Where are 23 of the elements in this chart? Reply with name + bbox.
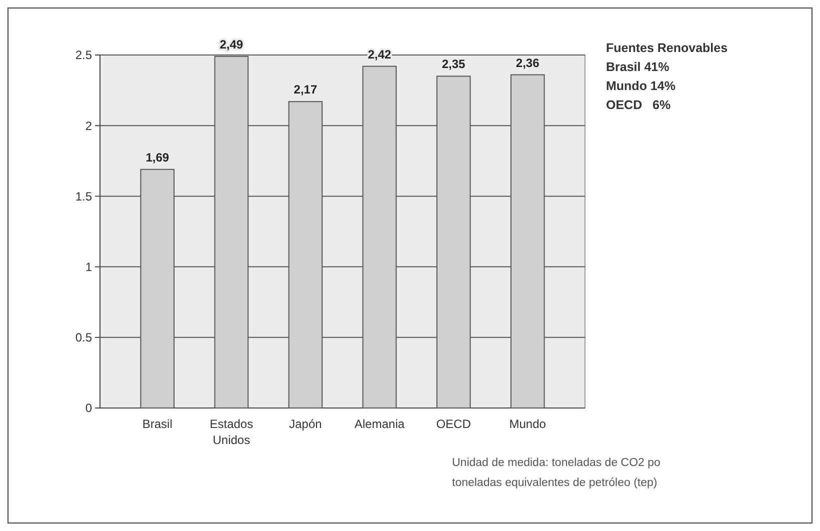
- text: OECD 6%: [606, 98, 671, 112]
- y-tick-label: 0: [85, 401, 92, 416]
- data-label: 2,49: [220, 37, 244, 52]
- data-label: 2,35: [442, 57, 466, 72]
- x-tick-label: Brasil: [142, 417, 172, 431]
- x-tick-label: Mundo: [509, 417, 546, 431]
- text: Mundo 14%: [606, 79, 676, 93]
- y-tick-label: 2: [85, 118, 92, 133]
- data-label: 1,69: [146, 150, 170, 164]
- y-tick-label: 1: [85, 260, 92, 274]
- y-tick-label: 2.5: [75, 48, 92, 62]
- y-tick-label: 1.5: [75, 189, 92, 204]
- data-label: 2,17: [294, 82, 318, 97]
- text: toneladas equivalentes de petróleo (tep): [452, 477, 658, 489]
- y-tick-label: 0.5: [75, 330, 92, 345]
- x-tick-label: Japón: [289, 417, 322, 431]
- x-tick-label: Alemania: [354, 417, 405, 431]
- source-note: Fuentes Renovables: [606, 41, 728, 55]
- text: Brasil 41%: [606, 60, 670, 74]
- x-tick-label: Estados Unidos: [210, 417, 254, 447]
- x-tick-label: OECD: [436, 417, 472, 431]
- text: Unidad de medida: toneladas de CO2 po: [452, 457, 660, 469]
- data-label: 2,36: [516, 56, 540, 70]
